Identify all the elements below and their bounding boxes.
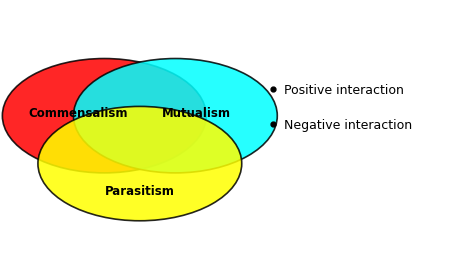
- Text: Parasitism: Parasitism: [105, 185, 175, 198]
- Circle shape: [2, 59, 206, 173]
- Text: Negative interaction: Negative interaction: [284, 119, 412, 131]
- Text: Mutualism: Mutualism: [162, 107, 231, 119]
- Circle shape: [38, 106, 242, 221]
- Text: Positive interaction: Positive interaction: [284, 84, 404, 97]
- Text: Commensalism: Commensalism: [28, 107, 128, 119]
- Text: Microbial interaction: Microbial interaction: [95, 7, 379, 35]
- Circle shape: [73, 59, 277, 173]
